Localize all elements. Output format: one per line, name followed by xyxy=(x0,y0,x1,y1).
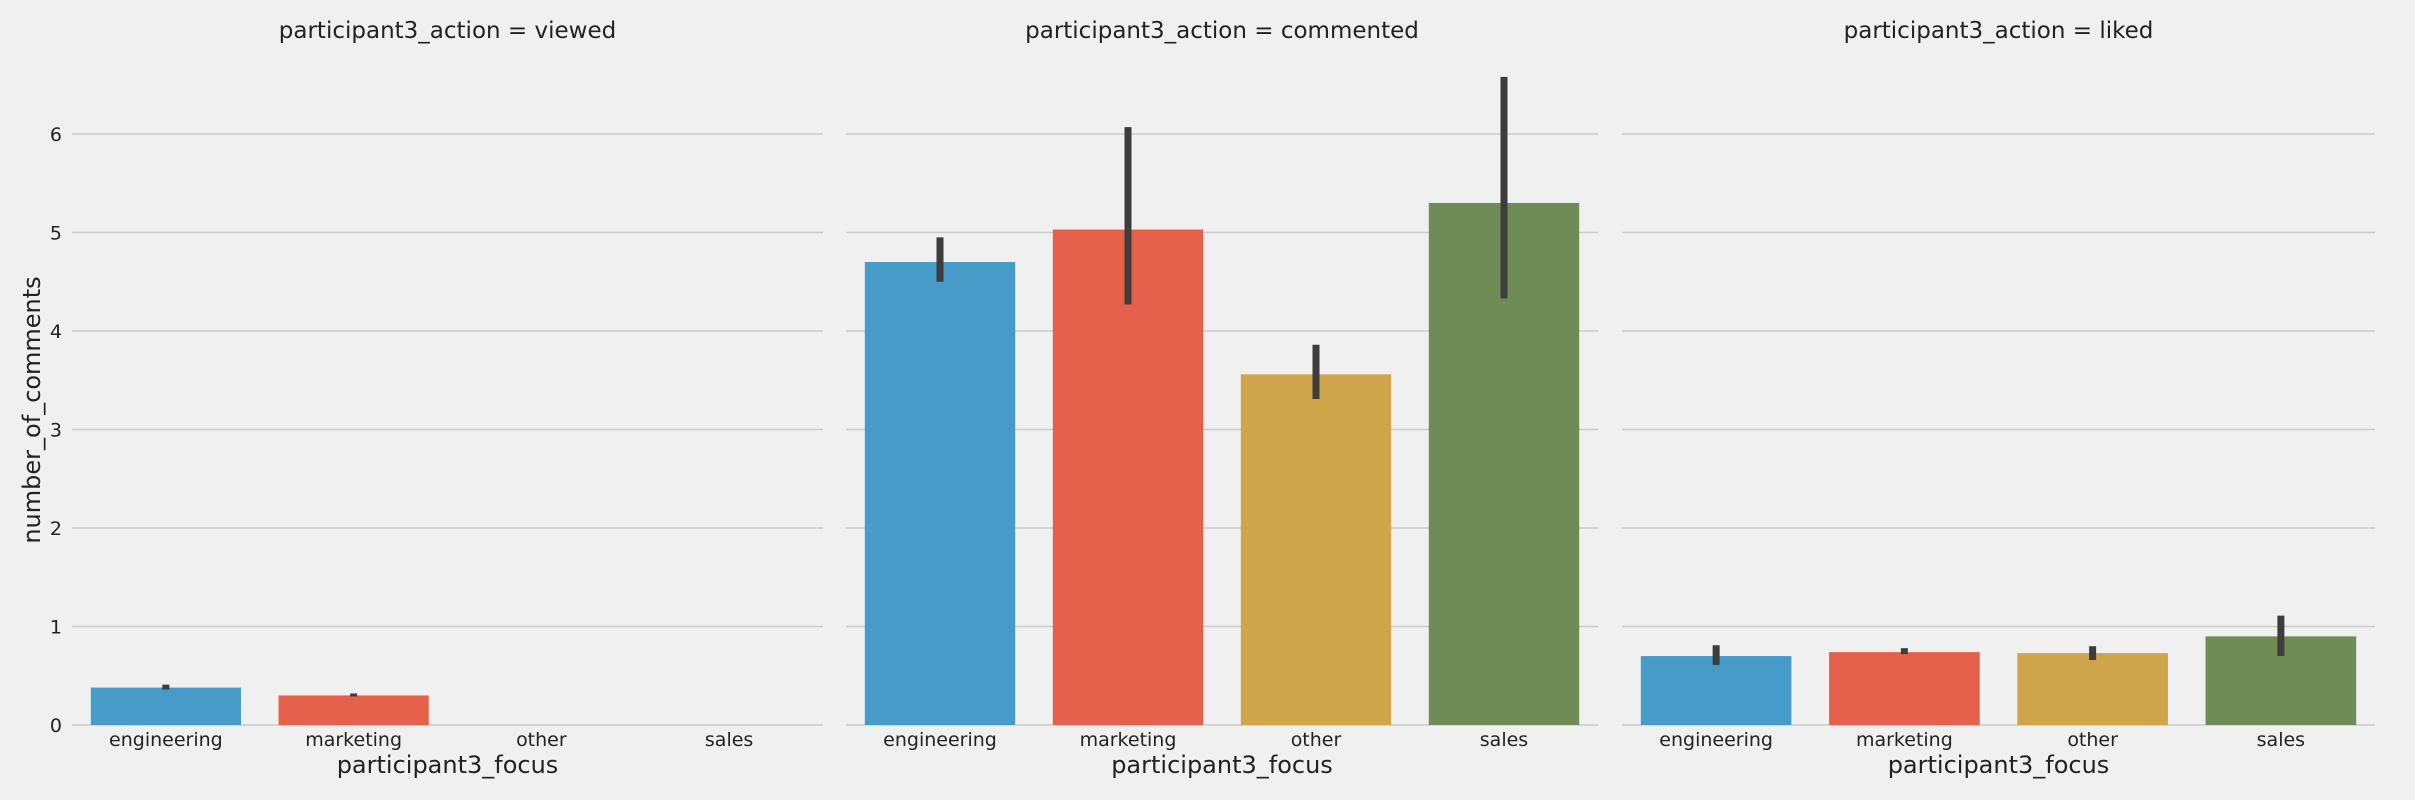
bar-other xyxy=(1240,374,1392,725)
x-tick-label: marketing xyxy=(1856,729,1953,751)
y-axis-ticks: 0 1 2 3 4 5 6 xyxy=(50,124,62,737)
x-tick-label: sales xyxy=(1480,729,1528,751)
x-tick-label: sales xyxy=(705,729,753,751)
y-tick-label: 6 xyxy=(50,124,62,146)
y-tick-label: 5 xyxy=(50,223,62,245)
bar-marketing xyxy=(1829,652,1980,725)
x-tick-label: engineering xyxy=(109,729,223,751)
bar-engineering xyxy=(864,262,1016,725)
x-tick-label: engineering xyxy=(1659,729,1773,751)
x-tick-label: other xyxy=(2067,729,2118,751)
facets: participant3_action = viewed engineering m… xyxy=(72,18,2375,779)
bar-engineering xyxy=(90,687,241,725)
y-tick-label: 3 xyxy=(50,420,62,442)
facet-title: participant3_action = viewed xyxy=(279,18,616,44)
y-tick-label: 2 xyxy=(50,518,62,540)
y-tick-label: 0 xyxy=(50,715,62,737)
x-axis-label: participant3_focus xyxy=(1888,751,2110,779)
x-tick-label: marketing xyxy=(305,729,402,751)
bar-marketing xyxy=(1052,229,1204,726)
x-tick-label: sales xyxy=(2257,729,2305,751)
x-axis-label: participant3_focus xyxy=(1111,751,1333,779)
x-tick-label: other xyxy=(1291,729,1342,751)
facet-title: participant3_action = liked xyxy=(1844,18,2154,44)
facet-title: participant3_action = commented xyxy=(1025,18,1419,44)
x-tick-label: marketing xyxy=(1080,729,1177,751)
y-tick-label: 1 xyxy=(50,617,62,639)
bar-marketing xyxy=(278,695,429,725)
facet-panel: participant3_action = liked engineering ma… xyxy=(1622,18,2375,779)
facet-panel: participant3_action = commented engineeri… xyxy=(846,18,1598,779)
bar-other xyxy=(2017,653,2168,725)
bar-engineering xyxy=(1640,656,1792,725)
x-tick-label: engineering xyxy=(883,729,997,751)
x-tick-label: other xyxy=(516,729,567,751)
x-axis-label: participant3_focus xyxy=(337,751,559,779)
y-tick-label: 4 xyxy=(50,321,62,343)
y-axis-label: number_of_comments xyxy=(18,276,46,543)
facet-panel: participant3_action = viewed engineering m… xyxy=(72,18,823,779)
